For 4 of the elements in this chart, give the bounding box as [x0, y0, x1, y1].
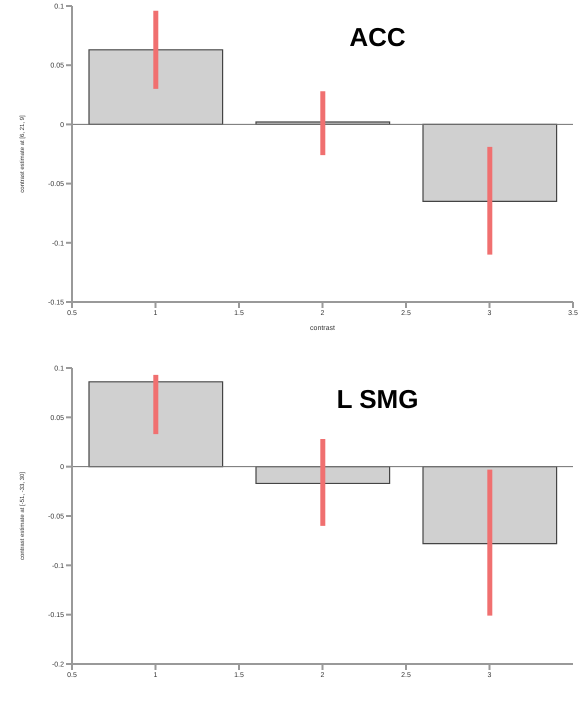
bar: [88, 49, 224, 125]
text: ACC: [349, 22, 406, 52]
text: L SMG: [336, 384, 418, 414]
bar: [422, 124, 558, 202]
